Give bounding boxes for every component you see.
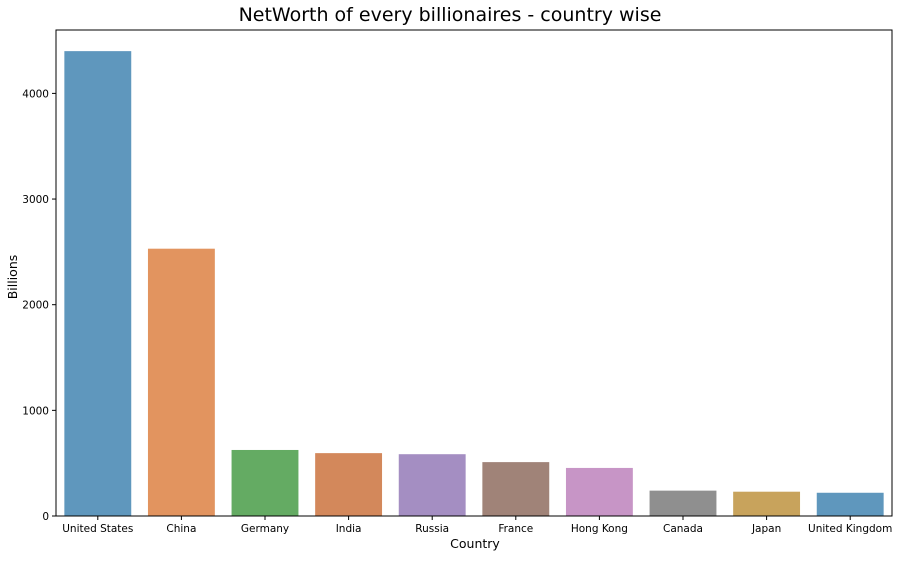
y-tick-label: 2000 (22, 300, 49, 312)
bar-japan (733, 491, 801, 516)
bar-germany (231, 449, 299, 516)
bars-group (64, 51, 884, 517)
y-tick-label: 1000 (22, 405, 49, 417)
bar-france (482, 462, 550, 516)
x-tick-label: Hong Kong (571, 523, 628, 535)
bar-india (315, 453, 383, 516)
y-tick-label: 4000 (22, 88, 49, 100)
y-tick-label: 0 (42, 511, 49, 523)
x-axis-ticks: United States China Germany India Russia Fran… (62, 516, 892, 535)
x-tick-label: India (336, 523, 362, 535)
x-tick-label: Japan (751, 523, 781, 535)
x-tick-label: United Kingdom (808, 523, 892, 535)
bar-china (147, 248, 215, 516)
y-tick-label: 3000 (22, 194, 49, 206)
y-axis-label: Billions (5, 255, 20, 300)
y-axis-ticks: 0 1000 2000 3000 4000 (22, 88, 56, 523)
plot-area-frame (55, 29, 893, 517)
x-tick-label: China (166, 523, 196, 535)
bar-hong-kong (565, 467, 633, 516)
x-tick-label: Russia (415, 523, 449, 535)
bar-united-kingdom (816, 492, 884, 516)
x-tick-label: France (498, 523, 533, 535)
x-tick-label: United States (62, 523, 133, 535)
bar-united-states (64, 51, 132, 517)
x-tick-label: Germany (241, 523, 289, 535)
chart-title: NetWorth of every billionaires - country… (239, 4, 662, 26)
x-axis-label: Country (450, 536, 500, 551)
x-tick-label: Canada (663, 523, 703, 535)
bar-canada (649, 490, 717, 516)
bar-russia (398, 454, 466, 516)
